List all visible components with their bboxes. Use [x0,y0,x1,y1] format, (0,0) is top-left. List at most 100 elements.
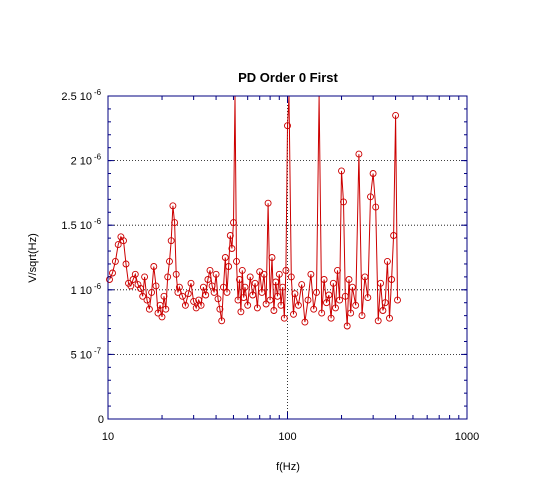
data-point [236,276,243,283]
data-point [381,299,389,307]
data-point [172,270,180,278]
data-point [277,301,285,309]
data-point [218,317,226,325]
data-point [394,296,401,304]
data-point [355,150,363,158]
data-point [280,314,288,322]
data-point [202,291,210,299]
data-point [145,305,153,313]
data-point [348,283,356,291]
axes: 05 10 -71 10 -61.5 10 -62 10 -62.5 10 -610 100… [61,88,479,443]
data-point [114,241,122,249]
data-point [358,312,366,320]
data-point [372,203,380,211]
data-point [181,301,189,309]
data-point [233,257,240,265]
y-tick-exponent: -6 [94,282,102,291]
data-point [369,170,377,177]
data-point [329,279,337,287]
data-point [323,299,330,307]
data-point [156,301,164,309]
data-point [150,263,158,270]
data-point [214,295,222,303]
data-point [264,199,272,207]
data-point [253,304,261,312]
data-point [139,292,147,300]
chart-title: PD Order 0 First [238,70,338,85]
data-point [166,257,173,265]
data-point [325,291,333,299]
data-point [190,297,198,305]
data-point [206,266,214,274]
data-point [340,198,347,206]
y-tick-label: 5 10 [71,349,92,361]
data-point [345,276,353,283]
data-point [199,283,207,291]
y-tick-label: 2 10 [71,156,92,168]
data-point [275,270,283,278]
y-tick-label: 0 [98,414,104,426]
data-point [284,122,291,130]
data-point [270,307,278,314]
data-point [225,263,233,270]
data-point [390,232,398,239]
data-point [187,279,195,287]
data-point [223,288,231,296]
data-point [175,283,183,291]
data-point [361,273,369,281]
data-point [367,193,374,201]
data-point [216,305,224,313]
data-point [279,283,287,291]
x-tick-label: 1000 [455,431,479,443]
data-point [301,318,309,326]
data-point [282,266,290,274]
data-point [266,296,274,304]
data-point [379,307,387,314]
data-point [341,292,349,300]
data-point [210,288,218,296]
data-point [234,296,242,304]
data-point [237,308,245,316]
data-point [169,202,177,210]
data-point [241,283,249,291]
data-point [262,300,270,308]
data-point [141,273,149,281]
data-point [143,296,151,304]
data-point [120,237,127,245]
data-point [160,292,168,300]
data-point [334,266,341,274]
data-point [332,304,339,312]
data-point [174,288,182,296]
data-point [338,167,345,175]
data-point [212,270,220,278]
data-point [238,266,246,274]
data-point [204,276,212,283]
data-point [327,314,335,322]
data-point [158,313,166,321]
data-point [304,296,312,304]
data-point [230,219,237,227]
x-tick-label: 100 [278,431,296,443]
data-point [313,288,320,296]
data-point [208,282,216,290]
data-point [318,309,326,317]
data-point [240,294,248,302]
data-point [290,310,297,318]
data-point [287,273,295,281]
data-point [221,254,229,261]
data-point [272,278,280,286]
data-point [137,285,145,292]
data-point [122,260,130,268]
data-point [197,301,205,309]
data-point [162,305,170,313]
data-point [251,279,259,287]
x-axis-label: f(Hz) [276,461,300,473]
data-point [307,270,315,278]
data-point [127,282,135,290]
data-point [336,296,344,304]
data-point [268,254,276,261]
data-series [106,95,401,330]
data-point [392,111,400,119]
data-point [184,290,192,298]
